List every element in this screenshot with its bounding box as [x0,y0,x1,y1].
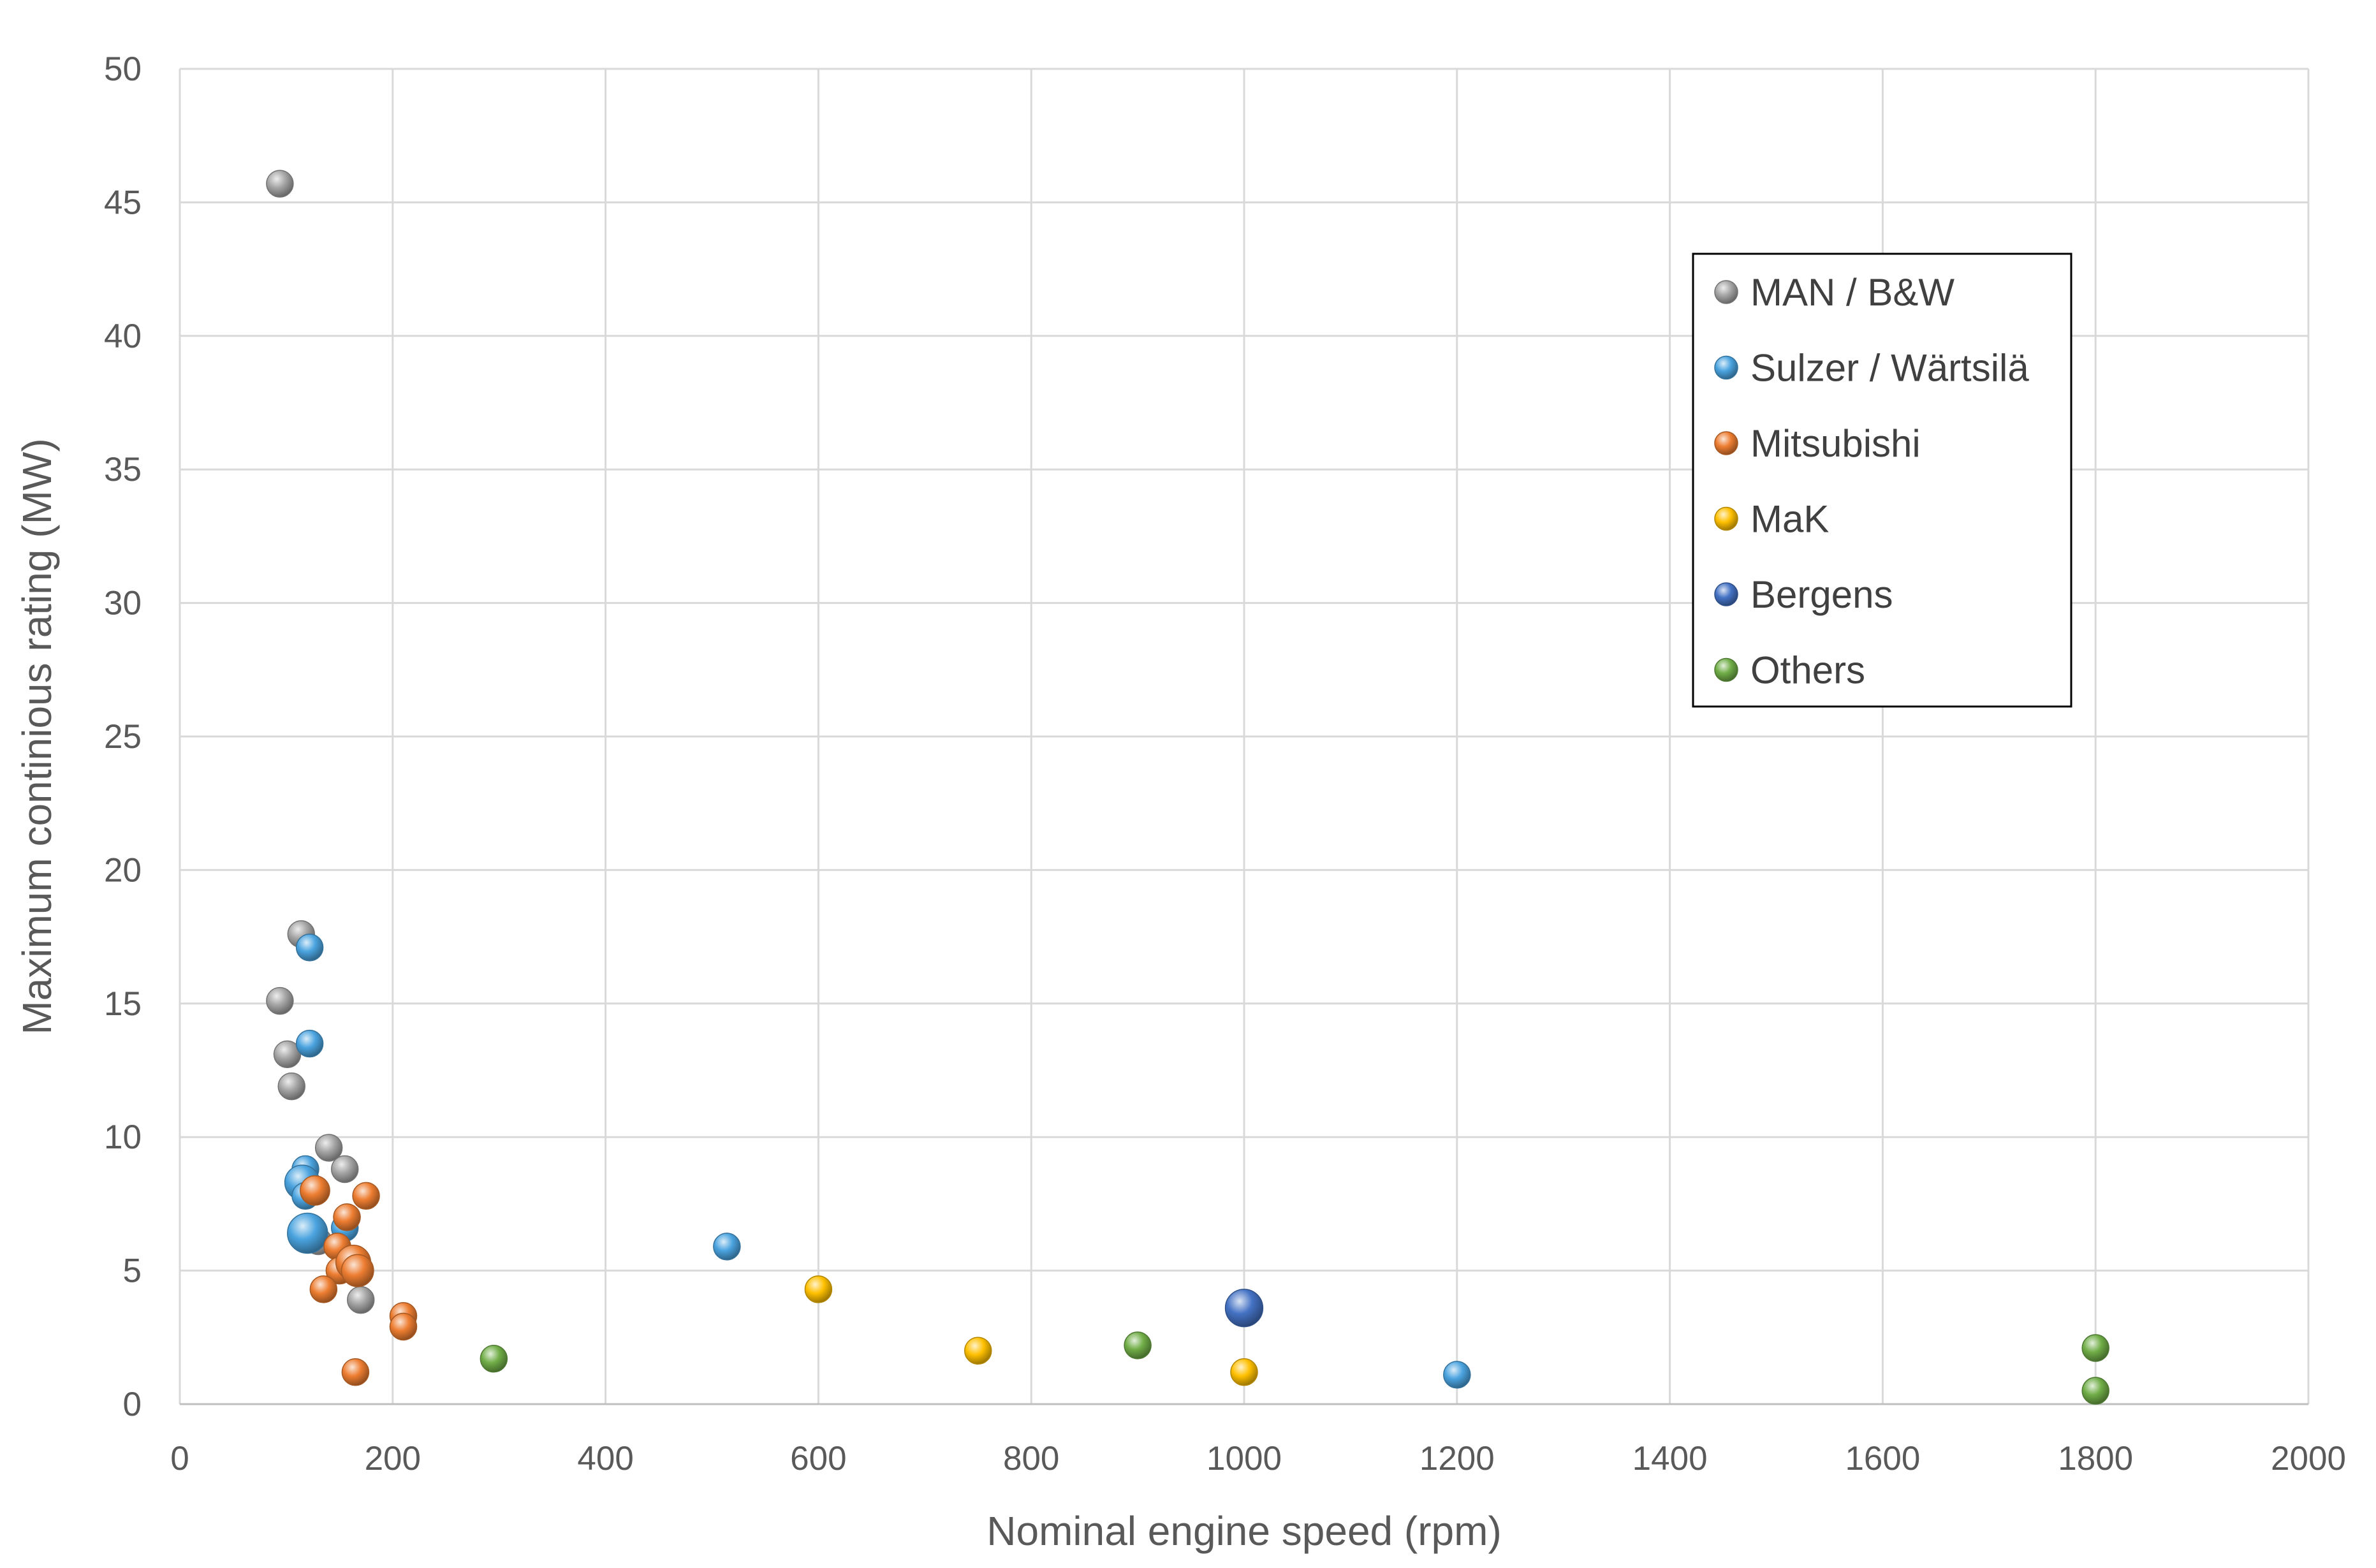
point-mitsubishi [389,1312,418,1341]
legend-marker [1714,582,1738,606]
y-axis-title: Maximum continious rating (MW) [14,438,60,1034]
y-tick-label: 20 [104,851,142,889]
x-tick-label: 800 [1003,1440,1059,1477]
point-sulzer-w-rtsil [287,1212,328,1254]
point-mitsubishi [341,1358,370,1386]
legend-marker [1714,657,1738,682]
point-sulzer-w-rtsil [295,934,324,962]
x-tick-label: 1200 [1419,1440,1495,1477]
y-tick-label: 10 [104,1118,142,1156]
x-tick-label: 2000 [2271,1440,2346,1477]
legend-label: MAN / B&W [1750,271,1954,314]
point-man-b-w [273,1040,302,1069]
point-mak [804,1275,833,1303]
x-tick-label: 1800 [2058,1440,2133,1477]
legend: MAN / B&W Sulzer / Wärtsilä Mitsubishi MaK B… [1692,253,2072,708]
legend-label: Mitsubishi [1750,422,1921,465]
y-tick-label: 0 [123,1386,142,1423]
point-mitsubishi [333,1203,361,1231]
point-man-b-w [277,1072,305,1101]
point-sulzer-w-rtsil [295,1029,324,1058]
point-man-b-w [330,1155,359,1183]
gridlines [179,68,2310,1405]
x-tick-label: 1000 [1206,1440,1282,1477]
y-tick-label: 5 [123,1252,142,1290]
y-tick-label: 25 [104,718,142,756]
x-axis-ticks: 0 200 400 600 800 1000 1200 1400 1600 1800 2000 [170,1440,2346,1477]
point-man-b-w [314,1134,343,1162]
y-tick-label: 30 [104,585,142,622]
x-axis-title: Nominal engine speed (rpm) [986,1508,1502,1554]
legend-label: MaK [1750,498,1829,541]
legend-label: Sulzer / Wärtsilä [1750,347,2029,390]
y-axis-ticks: 0 5 10 15 20 25 30 35 40 45 50 [104,50,142,1423]
y-tick-label: 15 [104,985,142,1023]
point-mitsubishi [341,1254,374,1287]
point-mitsubishi [309,1275,338,1303]
point-man-b-w [266,986,294,1015]
point-mitsubishi [352,1182,380,1210]
point-others [1124,1331,1152,1359]
legend-marker [1714,431,1738,455]
legend-marker [1714,506,1738,531]
legend-marker [1714,280,1738,304]
point-bergens [1224,1289,1264,1328]
y-tick-label: 45 [104,184,142,221]
point-sulzer-w-rtsil [1443,1361,1471,1389]
x-tick-label: 400 [577,1440,633,1477]
x-tick-label: 200 [365,1440,421,1477]
point-others [480,1345,508,1373]
y-tick-label: 40 [104,318,142,355]
point-man-b-w [266,170,294,198]
point-mak [964,1337,992,1365]
x-tick-label: 1400 [1632,1440,1708,1477]
legend-marker [1714,355,1738,380]
legend-box [1692,253,2072,708]
x-tick-label: 600 [790,1440,846,1477]
point-sulzer-w-rtsil [713,1233,741,1261]
legend-label: Others [1750,649,1865,692]
point-mitsubishi [300,1175,330,1206]
point-others [2081,1377,2109,1405]
x-tick-label: 0 [170,1440,189,1477]
point-mak [1230,1358,1258,1386]
data-points [266,170,2109,1405]
x-tick-label: 1600 [1845,1440,1920,1477]
legend-label: Bergens [1750,573,1893,616]
point-man-b-w [346,1286,375,1314]
y-tick-label: 35 [104,451,142,488]
y-tick-label: 50 [104,50,142,88]
point-others [2081,1334,2109,1362]
